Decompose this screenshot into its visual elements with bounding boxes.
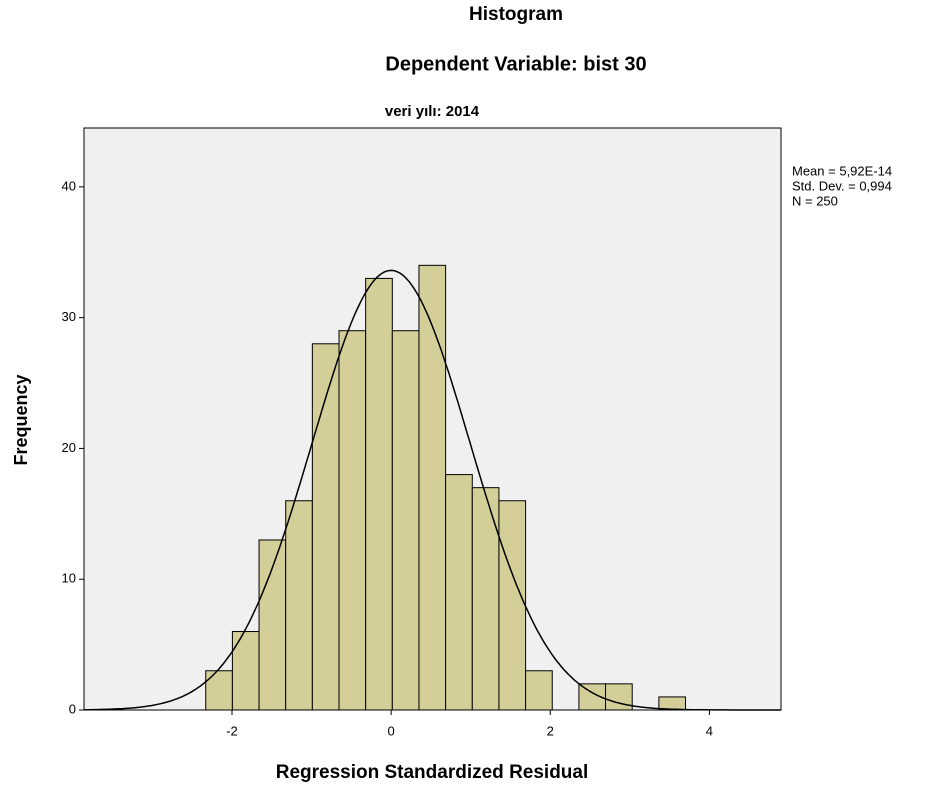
x-tick-label: -2	[226, 723, 238, 738]
x-tick-label: 0	[388, 723, 395, 738]
panel-title: veri yılı: 2014	[385, 103, 480, 120]
normal-curve	[83, 269, 781, 711]
bar	[471, 487, 500, 711]
bar	[365, 277, 393, 711]
bar	[658, 696, 687, 711]
y-tick-label: 20	[62, 440, 76, 455]
bar	[525, 670, 553, 711]
bar	[205, 670, 233, 711]
bar	[418, 264, 447, 711]
bar	[231, 631, 260, 711]
y-tick-label: 40	[62, 178, 76, 193]
y-axis-label: Frequency	[11, 374, 31, 465]
bar	[338, 330, 367, 711]
x-tick-label: 4	[706, 723, 713, 738]
x-tick-label: 2	[547, 723, 554, 738]
y-tick-label: 0	[69, 701, 76, 716]
x-axis-label: Regression Standardized Residual	[276, 762, 589, 783]
chart-subtitle: Dependent Variable: bist 30	[385, 53, 646, 75]
bar	[605, 683, 633, 711]
bar	[445, 474, 473, 711]
y-tick-label: 10	[62, 571, 76, 586]
bar	[285, 500, 313, 711]
bar	[498, 500, 527, 711]
y-tick-label: 30	[62, 309, 76, 324]
bar	[391, 330, 420, 711]
chart-title: Histogram	[469, 4, 563, 25]
bar	[311, 343, 340, 711]
annotation: N = 250	[792, 193, 838, 208]
annotation: Std. Dev. = 0,994	[792, 178, 892, 193]
annotation: Mean = 5,92E-14	[792, 163, 892, 178]
